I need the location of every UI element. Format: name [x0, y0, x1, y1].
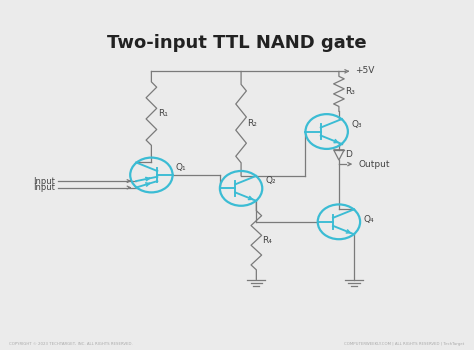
- Text: R₂: R₂: [247, 119, 257, 128]
- Text: R₃: R₃: [346, 87, 356, 96]
- Text: D: D: [345, 150, 352, 159]
- Text: COPYRIGHT © 2023 TECHTARGET, INC. ALL RIGHTS RESERVED.: COPYRIGHT © 2023 TECHTARGET, INC. ALL RI…: [9, 342, 133, 346]
- Text: +5V: +5V: [355, 66, 374, 75]
- Text: Input: Input: [33, 183, 55, 192]
- Text: Q₄: Q₄: [364, 215, 374, 224]
- Text: R₁: R₁: [158, 109, 168, 118]
- Text: Output: Output: [358, 160, 390, 169]
- Text: Q₃: Q₃: [351, 119, 362, 128]
- Text: Q₂: Q₂: [265, 176, 276, 186]
- Text: Two-input TTL NAND gate: Two-input TTL NAND gate: [107, 34, 367, 52]
- Text: COMPUTERWEEKLY.COM | ALL RIGHTS RESERVED | TechTarget: COMPUTERWEEKLY.COM | ALL RIGHTS RESERVED…: [345, 342, 465, 346]
- Text: Q₁: Q₁: [176, 163, 186, 172]
- Text: R₄: R₄: [262, 236, 272, 245]
- Text: Input: Input: [33, 177, 55, 186]
